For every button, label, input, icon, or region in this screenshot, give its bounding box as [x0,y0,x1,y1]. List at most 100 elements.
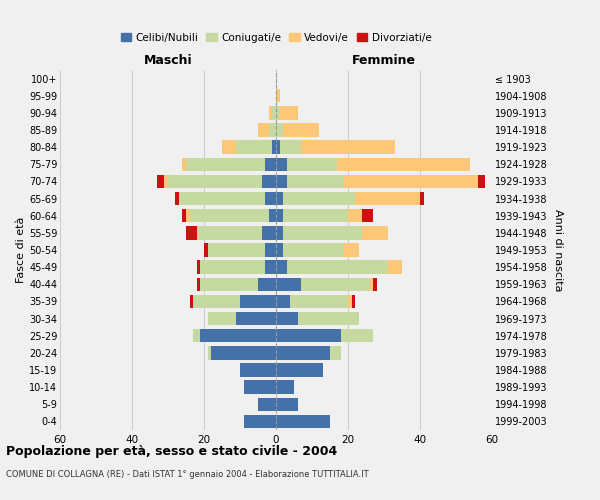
Bar [164,174,168,188]
Bar [200,329,276,342]
Bar [344,174,478,188]
Bar [276,380,294,394]
Bar [276,364,323,376]
Bar [222,140,236,154]
Bar [258,278,276,291]
Bar [276,398,298,411]
Bar [478,174,485,188]
Bar [276,260,287,274]
Bar [290,294,348,308]
Bar [276,209,283,222]
Bar [208,346,211,360]
Bar [272,140,276,154]
Text: COMUNE DI COLLAGNA (RE) - Dati ISTAT 1° gennaio 2004 - Elaborazione TUTTITALIA.I: COMUNE DI COLLAGNA (RE) - Dati ISTAT 1° … [6,470,368,479]
Bar [265,158,276,171]
Bar [182,209,186,222]
Bar [244,380,276,394]
Bar [348,209,362,222]
Bar [341,329,373,342]
Bar [208,244,265,256]
Bar [269,209,276,222]
Bar [283,192,355,205]
Bar [287,158,337,171]
Bar [190,209,269,222]
Bar [236,140,272,154]
Bar [344,244,359,256]
Bar [197,278,200,291]
Bar [258,124,269,136]
Bar [200,260,265,274]
Bar [280,106,298,120]
Bar [236,312,276,326]
Text: Femmine: Femmine [352,54,416,68]
Bar [362,209,373,222]
Bar [280,140,301,154]
Bar [200,278,258,291]
Legend: Celibi/Nubili, Coniugati/e, Vedovi/e, Divorziati/e: Celibi/Nubili, Coniugati/e, Vedovi/e, Di… [116,28,436,46]
Bar [276,244,283,256]
Bar [283,244,344,256]
Bar [186,158,265,171]
Bar [283,226,362,239]
Bar [276,106,280,120]
Bar [276,294,290,308]
Bar [240,364,276,376]
Bar [269,106,272,120]
Y-axis label: Fasce di età: Fasce di età [16,217,26,283]
Bar [276,278,301,291]
Bar [348,294,352,308]
Bar [265,192,276,205]
Bar [175,192,179,205]
Bar [265,244,276,256]
Bar [276,140,280,154]
Bar [262,174,276,188]
Bar [276,124,283,136]
Bar [197,226,262,239]
Bar [276,174,287,188]
Bar [182,158,186,171]
Bar [265,260,276,274]
Bar [276,192,283,205]
Bar [244,414,276,428]
Bar [283,209,348,222]
Bar [355,192,420,205]
Bar [283,124,319,136]
Bar [269,124,276,136]
Bar [168,174,262,188]
Bar [276,329,341,342]
Text: Popolazione per età, sesso e stato civile - 2004: Popolazione per età, sesso e stato civil… [6,445,337,458]
Bar [420,192,424,205]
Bar [179,192,265,205]
Bar [276,346,330,360]
Bar [258,398,276,411]
Bar [193,294,240,308]
Bar [276,312,298,326]
Bar [204,244,208,256]
Bar [298,312,359,326]
Bar [272,106,276,120]
Bar [330,346,341,360]
Bar [157,174,164,188]
Bar [373,278,377,291]
Bar [287,260,388,274]
Bar [352,294,355,308]
Bar [186,226,197,239]
Bar [276,158,287,171]
Bar [186,209,190,222]
Bar [362,226,388,239]
Bar [211,346,276,360]
Bar [208,312,236,326]
Bar [193,329,200,342]
Bar [276,414,330,428]
Bar [197,260,200,274]
Bar [190,294,193,308]
Bar [276,89,280,102]
Bar [301,140,395,154]
Bar [337,158,470,171]
Bar [240,294,276,308]
Text: Maschi: Maschi [143,54,193,68]
Bar [388,260,402,274]
Bar [370,278,373,291]
Bar [301,278,370,291]
Bar [276,226,283,239]
